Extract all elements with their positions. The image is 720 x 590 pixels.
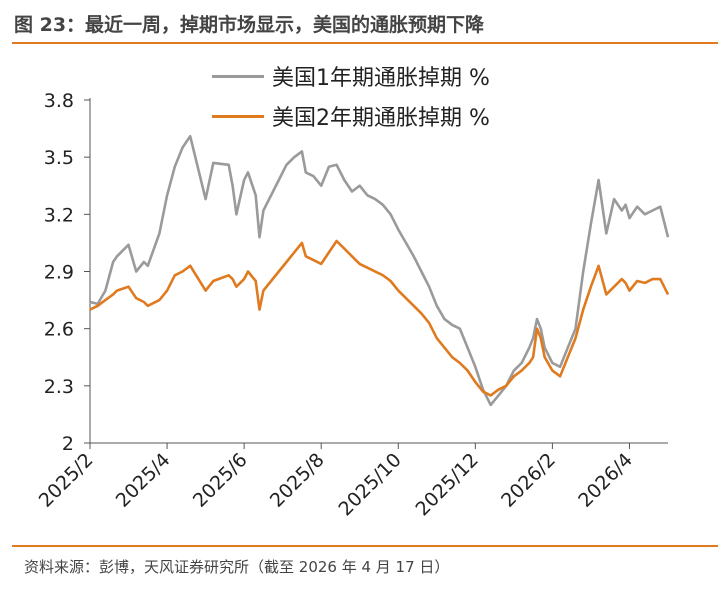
x-tick-label: 2025/4 xyxy=(112,449,175,512)
y-axis: 2 2.3 2.6 2.9 3.2 3.5 3.8 xyxy=(44,90,91,455)
x-tick-label: 2025/12 xyxy=(411,449,482,520)
legend-item-2y: 美国2年期通胀掉期 % xyxy=(212,96,490,136)
x-tick-label: 2025/6 xyxy=(189,449,252,512)
y-tick-label: 2.6 xyxy=(44,319,74,341)
line-chart: 22.32.62.93.23.53.8 2025/2 2025/4 2025/6 20… xyxy=(35,90,670,520)
y-tick-label: 2 xyxy=(62,433,74,455)
y-tick-label: 3.8 xyxy=(44,90,74,112)
source-note: 资料来源：彭博，天风证券研究所（截至 2026 年 4 月 17 日） xyxy=(24,558,450,576)
series-lines xyxy=(89,134,670,407)
figure-title: 图 23：最近一周，掉期市场显示，美国的通胀预期下降 xyxy=(14,14,485,36)
x-tick-label: 2026/2 xyxy=(497,449,560,512)
footer-divider xyxy=(12,545,718,547)
legend-swatch-2y xyxy=(212,114,264,118)
y-tick-label: 2.3 xyxy=(44,376,74,398)
title-divider xyxy=(12,42,718,44)
legend-label-2y: 美国2年期通胀掉期 % xyxy=(272,106,490,131)
series-line-2y xyxy=(89,239,670,397)
y-tick-label: 2.9 xyxy=(44,262,74,284)
y-tick-label: 3.5 xyxy=(44,147,74,169)
legend: 美国1年期通胀掉期 % 美国2年期通胀掉期 % xyxy=(212,56,490,136)
y-tick-label: 3.2 xyxy=(44,204,74,226)
x-tick-label: 2025/10 xyxy=(334,449,405,520)
series-line-1y xyxy=(89,134,670,407)
x-tick-label: 2025/8 xyxy=(266,449,329,512)
x-tick-label: 2026/4 xyxy=(574,449,637,512)
legend-swatch-1y xyxy=(212,74,264,78)
x-axis: 2025/2 2025/4 2025/6 2025/8 2025/10 2025/12 20… xyxy=(35,442,668,520)
legend-item-1y: 美国1年期通胀掉期 % xyxy=(212,56,490,96)
x-tick-label: 2025/2 xyxy=(35,449,98,512)
legend-label-1y: 美国1年期通胀掉期 % xyxy=(272,66,490,91)
